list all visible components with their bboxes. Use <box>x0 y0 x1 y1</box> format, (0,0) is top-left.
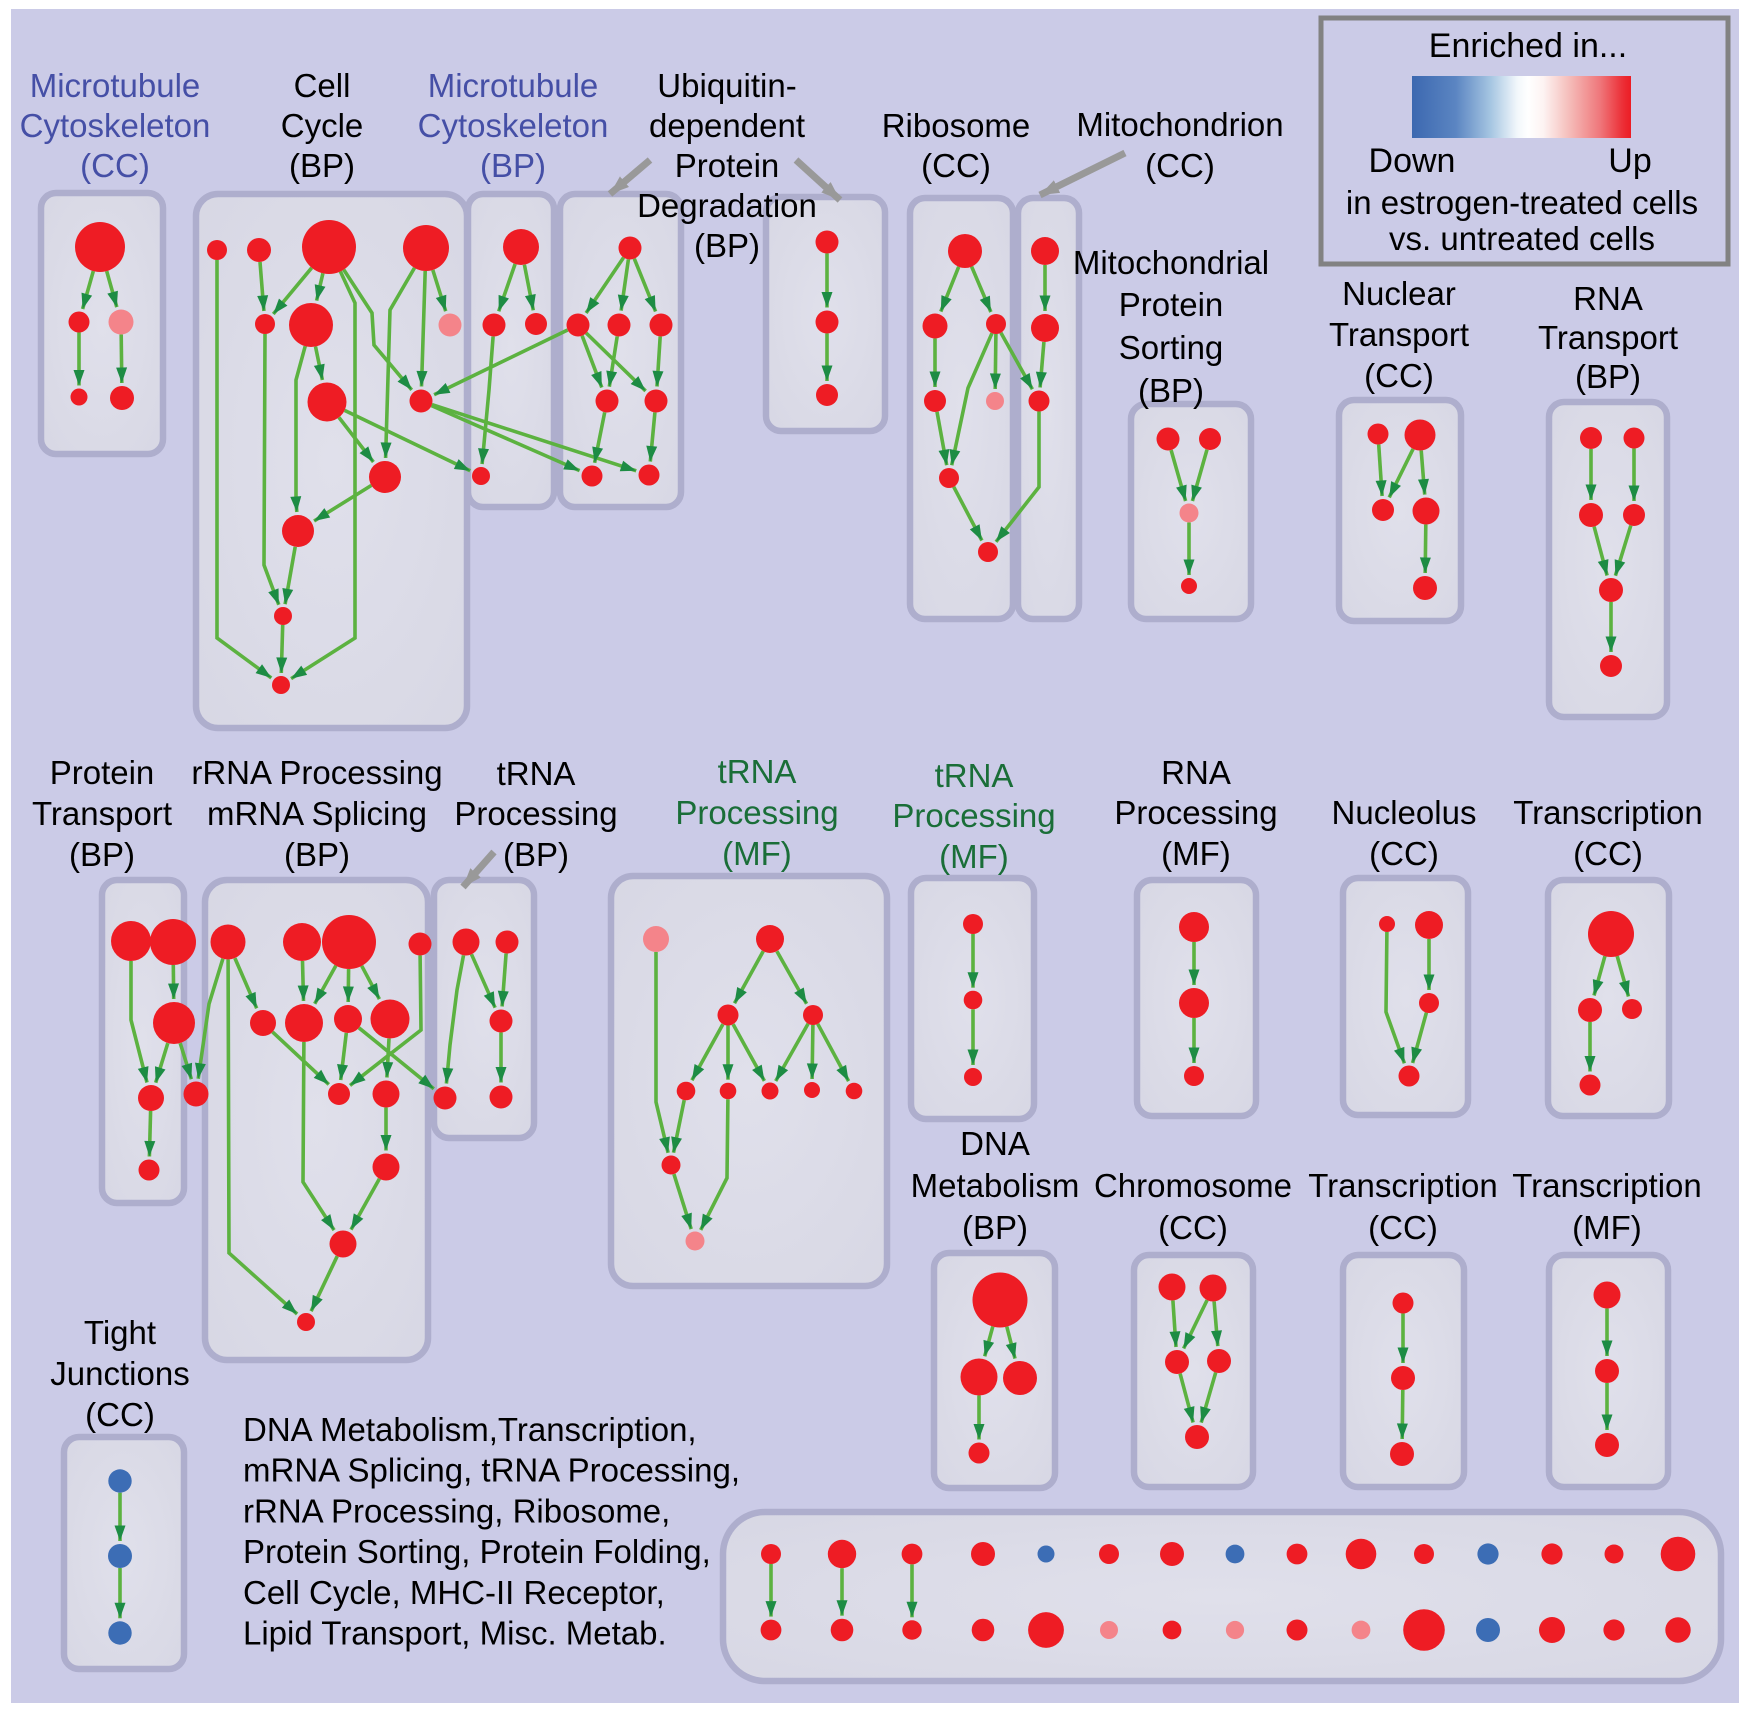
svg-text:Down: Down <box>1369 142 1456 180</box>
svg-text:in estrogen-treated cells: in estrogen-treated cells <box>1346 184 1698 221</box>
svg-text:Nucleolus: Nucleolus <box>1332 794 1477 831</box>
svg-text:(CC): (CC) <box>1364 357 1434 394</box>
svg-text:Enriched in...: Enriched in... <box>1429 27 1627 65</box>
svg-text:Processing: Processing <box>675 794 838 831</box>
svg-text:(BP): (BP) <box>284 836 350 873</box>
svg-text:dependent: dependent <box>649 107 805 144</box>
svg-text:rRNA Processing, Ribosome,: rRNA Processing, Ribosome, <box>243 1492 670 1529</box>
svg-text:Lipid Transport, Misc. Metab.: Lipid Transport, Misc. Metab. <box>243 1615 667 1652</box>
svg-text:(CC): (CC) <box>1369 835 1439 872</box>
svg-text:Transcription: Transcription <box>1512 1167 1702 1204</box>
svg-text:(CC): (CC) <box>1573 835 1643 872</box>
svg-text:Ubiquitin-: Ubiquitin- <box>657 67 796 104</box>
svg-text:(MF): (MF) <box>1161 835 1231 872</box>
svg-text:vs. untreated cells: vs. untreated cells <box>1389 220 1655 257</box>
svg-text:Degradation: Degradation <box>637 187 817 224</box>
svg-text:Cycle: Cycle <box>281 107 364 144</box>
svg-text:mRNA Splicing, tRNA Processing: mRNA Splicing, tRNA Processing, <box>243 1452 740 1489</box>
svg-text:Chromosome: Chromosome <box>1094 1167 1292 1204</box>
svg-text:Sorting: Sorting <box>1119 329 1224 366</box>
svg-text:Transport: Transport <box>1329 316 1469 353</box>
svg-text:RNA: RNA <box>1573 280 1643 317</box>
svg-text:Processing: Processing <box>892 797 1055 834</box>
svg-text:(CC): (CC) <box>1368 1209 1438 1246</box>
svg-text:Cell Cycle, MHC-II Receptor,: Cell Cycle, MHC-II Receptor, <box>243 1574 665 1611</box>
svg-text:RNA: RNA <box>1161 754 1231 791</box>
svg-text:mRNA Splicing: mRNA Splicing <box>207 795 427 832</box>
svg-text:Mitochondrion: Mitochondrion <box>1076 106 1283 143</box>
svg-text:Protein: Protein <box>1119 286 1224 323</box>
svg-text:Cytoskeleton: Cytoskeleton <box>20 107 211 144</box>
svg-text:(BP): (BP) <box>69 836 135 873</box>
svg-text:DNA: DNA <box>960 1125 1030 1162</box>
svg-text:Transcription: Transcription <box>1308 1167 1498 1204</box>
svg-text:Cell: Cell <box>294 67 351 104</box>
svg-text:tRNA: tRNA <box>718 753 797 790</box>
svg-text:(BP): (BP) <box>1575 358 1641 395</box>
svg-text:(CC): (CC) <box>85 1396 155 1433</box>
svg-text:Up: Up <box>1608 142 1651 180</box>
svg-text:(CC): (CC) <box>921 147 991 184</box>
svg-text:tRNA: tRNA <box>497 755 576 792</box>
svg-text:(BP): (BP) <box>962 1209 1028 1246</box>
svg-text:Protein Sorting, Protein Foldi: Protein Sorting, Protein Folding, <box>243 1533 711 1570</box>
svg-text:(BP): (BP) <box>480 147 546 184</box>
svg-text:Ribosome: Ribosome <box>882 107 1031 144</box>
svg-text:Metabolism: Metabolism <box>911 1167 1080 1204</box>
svg-text:Mitochondrial: Mitochondrial <box>1073 244 1269 281</box>
svg-text:(BP): (BP) <box>1138 372 1204 409</box>
svg-text:(MF): (MF) <box>939 838 1009 875</box>
svg-text:Nuclear: Nuclear <box>1342 275 1456 312</box>
svg-text:DNA Metabolism,Transcription,: DNA Metabolism,Transcription, <box>243 1411 697 1448</box>
svg-text:(BP): (BP) <box>694 227 760 264</box>
svg-text:(BP): (BP) <box>289 147 355 184</box>
svg-text:Junctions: Junctions <box>50 1355 189 1392</box>
svg-text:Protein: Protein <box>675 147 780 184</box>
svg-text:(MF): (MF) <box>722 835 792 872</box>
svg-text:rRNA Processing: rRNA Processing <box>191 754 442 791</box>
svg-text:Transport: Transport <box>32 795 172 832</box>
svg-text:Protein: Protein <box>50 754 155 791</box>
svg-text:Processing: Processing <box>454 795 617 832</box>
svg-text:Processing: Processing <box>1114 794 1277 831</box>
svg-text:Cytoskeleton: Cytoskeleton <box>418 107 609 144</box>
svg-text:(MF): (MF) <box>1572 1209 1642 1246</box>
svg-text:tRNA: tRNA <box>935 757 1014 794</box>
svg-text:(CC): (CC) <box>80 147 150 184</box>
svg-text:Tight: Tight <box>84 1314 156 1351</box>
svg-text:(CC): (CC) <box>1158 1209 1228 1246</box>
svg-text:(BP): (BP) <box>503 836 569 873</box>
svg-text:Microtubule: Microtubule <box>30 67 201 104</box>
svg-text:(CC): (CC) <box>1145 147 1215 184</box>
svg-text:Transport: Transport <box>1538 319 1678 356</box>
svg-text:Transcription: Transcription <box>1513 794 1703 831</box>
svg-text:Microtubule: Microtubule <box>428 67 599 104</box>
